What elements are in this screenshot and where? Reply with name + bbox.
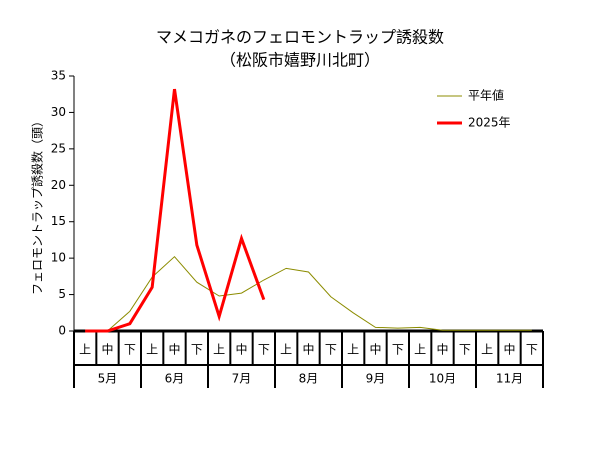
chart-subtitle: （松阪市嬉野川北町） [220,51,380,70]
series-line [85,88,266,333]
x-group-label: 11月 [496,372,523,386]
x-tick-label: 上 [280,343,292,357]
x-tick-label: 上 [146,343,158,357]
x-tick-label: 中 [168,342,180,357]
series-line [85,255,532,332]
x-tick-label: 上 [213,343,225,357]
x-tick-label: 下 [258,343,270,357]
x-tick-label: 下 [392,343,404,357]
y-tick-label: 5 [58,287,66,301]
x-tick-label: 下 [124,343,136,357]
x-tick-label: 中 [302,342,314,357]
chart-title: マメコガネのフェロモントラップ誘殺数 [156,28,444,47]
x-tick-label: 上 [481,343,493,357]
legend-label: 2025年 [468,116,511,130]
y-tick-label: 25 [51,141,66,155]
x-tick-label: 中 [101,342,113,357]
y-tick-label: 30 [51,105,66,119]
x-tick-label: 下 [325,343,337,357]
x-tick-label: 上 [347,343,359,357]
x-group-label: 6月 [165,372,185,386]
x-tick-label: 上 [79,343,91,357]
x-group-label: 8月 [299,372,319,386]
x-tick-label: 中 [436,342,448,357]
x-tick-label: 下 [191,343,203,357]
x-tick-label: 中 [503,342,515,357]
x-group-label: 10月 [429,372,456,386]
x-tick-label: 上 [414,343,426,357]
x-group-label: 9月 [366,372,386,386]
x-group-label: 7月 [232,372,252,386]
x-tick-label: 中 [235,342,247,357]
legend-label: 平年値 [468,88,504,103]
x-group-label: 5月 [98,372,118,386]
x-tick-label: 下 [526,343,538,357]
y-tick-label: 0 [58,324,66,338]
y-tick-label: 20 [51,178,66,192]
y-tick-label: 10 [51,251,66,265]
x-tick-label: 下 [459,343,471,357]
x-tick-label: 中 [369,342,381,357]
y-tick-label: 35 [51,69,66,83]
y-tick-label: 15 [51,214,66,228]
y-axis-label: フェロモントラップ誘殺数（頭） [30,115,45,295]
